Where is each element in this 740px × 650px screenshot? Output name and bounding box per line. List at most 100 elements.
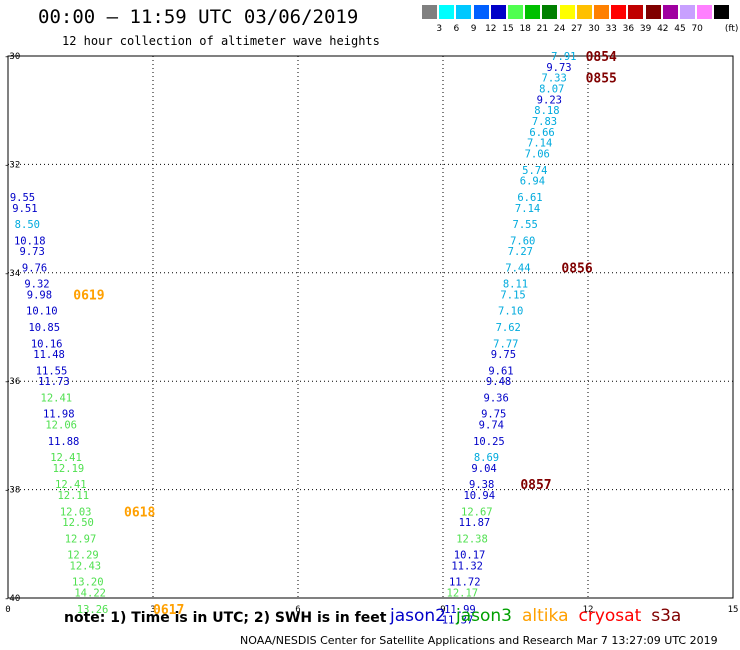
legend-label: 30: [588, 24, 600, 34]
data-label: 12.43: [70, 560, 102, 572]
data-label: 9.73: [20, 246, 45, 258]
data-label: 12.38: [456, 533, 488, 545]
legend-swatch: [576, 5, 592, 19]
data-label: 11.73: [38, 376, 70, 388]
data-label: 10.85: [28, 322, 60, 334]
data-label: 7.83: [532, 116, 557, 128]
legend-label: 21: [536, 24, 549, 34]
y-tick-label: -30: [4, 52, 20, 62]
legend-swatch: [697, 5, 713, 19]
legend-label: 9: [470, 24, 477, 34]
satellite-s3a: s3a: [651, 606, 682, 626]
data-label: 7.33: [542, 73, 567, 85]
data-label: 8.07: [539, 84, 564, 96]
x-tick-label: 0: [5, 605, 10, 615]
legend-swatch: [542, 5, 558, 19]
data-label: 9.61: [488, 365, 513, 377]
credit-line: NOAA/NESDIS Center for Satellite Applica…: [240, 634, 718, 647]
data-label: 10.25: [473, 436, 505, 448]
data-label: 12.19: [53, 463, 85, 475]
data-label: 8.11: [503, 279, 528, 291]
data-label: 10.17: [454, 550, 486, 562]
data-label: 7.06: [525, 149, 550, 161]
data-label: 9.23: [537, 94, 562, 106]
data-label: 8.69: [474, 452, 499, 464]
x-tick-label: 12: [583, 605, 594, 615]
data-label: 9.98: [27, 289, 52, 301]
legend-swatch: [594, 5, 609, 19]
data-label: 12.06: [45, 420, 77, 432]
legend-label: 39: [639, 24, 652, 34]
data-label: 11.98: [43, 409, 75, 421]
data-label: 11.99: [444, 604, 476, 616]
data-label: 11.32: [451, 560, 483, 572]
legend-label: 27: [571, 24, 583, 34]
data-label: 12.41: [50, 452, 82, 464]
data-label: 12.97: [65, 533, 97, 545]
data-label: 13.20: [72, 577, 104, 589]
data-label: 9.51: [12, 203, 37, 215]
data-label: 11.87: [459, 517, 491, 529]
data-label: 9.76: [22, 262, 47, 274]
y-tick-label: -32: [4, 160, 20, 170]
y-tick-label: -36: [4, 377, 20, 387]
data-label: 7.55: [513, 219, 538, 231]
satellite-altika: altika: [522, 606, 569, 626]
data-label: 10.18: [14, 235, 46, 247]
data-label: 6.66: [529, 127, 554, 139]
legend-swatch: [645, 5, 661, 19]
data-label: 9.38: [469, 479, 494, 491]
x-tick-label: 6: [295, 605, 300, 615]
legend-label: 42: [657, 24, 669, 34]
data-label: 7.27: [508, 246, 533, 258]
legend-swatch: [611, 5, 627, 19]
time-annotation: 0854: [586, 50, 617, 65]
data-label: 6.61: [517, 192, 542, 204]
data-label: 12.29: [67, 550, 99, 562]
data-label: 12.17: [447, 588, 479, 600]
satellite-jason3: jason3: [456, 606, 512, 626]
data-label: 11.37: [442, 615, 474, 627]
data-label: 7.60: [510, 235, 535, 247]
data-label: 9.48: [486, 376, 511, 388]
legend-label: 24: [553, 24, 566, 34]
data-label: 7.10: [498, 306, 523, 318]
chart-subtitle: 12 hour collection of altimeter wave hei…: [62, 34, 380, 48]
data-label: 12.50: [62, 517, 94, 529]
legend-swatch: [473, 5, 489, 19]
legend-label: 6: [453, 24, 460, 34]
data-label: 5.74: [522, 165, 547, 177]
legend-swatch: [508, 5, 523, 19]
y-tick-label: -40: [4, 594, 20, 604]
legend-swatch: [456, 5, 472, 19]
data-label: 12.11: [57, 490, 89, 502]
legend-swatch: [490, 5, 506, 19]
data-label: 7.91: [551, 51, 576, 63]
satellite-cryosat: cryosat: [578, 606, 642, 626]
data-label: 8.18: [534, 105, 559, 117]
legend-swatch: [559, 5, 575, 19]
legend-label: 12: [485, 24, 497, 34]
satellite-jason2: jason2: [390, 606, 446, 626]
chart-title: 00:00 – 11:59 UTC 03/06/2019: [38, 6, 359, 28]
data-label: 9.32: [24, 279, 49, 291]
footer-note: note: 1) Time is in UTC; 2) SWH is in fe…: [64, 610, 387, 626]
data-label: 12.41: [41, 392, 73, 404]
legend-unit-label: (ft): [724, 24, 739, 34]
data-label: 11.88: [48, 436, 80, 448]
time-annotation: 0857: [520, 478, 551, 493]
y-tick-label: -34: [4, 269, 20, 279]
time-annotation: 0619: [73, 288, 104, 303]
data-label: 11.48: [33, 349, 65, 361]
data-label: 11.72: [449, 577, 481, 589]
legend-swatch: [714, 5, 730, 19]
x-tick-label: 9: [440, 605, 445, 615]
x-tick-label: 3: [150, 605, 155, 615]
legend-swatch: [662, 5, 678, 19]
legend-swatch: [422, 5, 437, 19]
data-label: 9.55: [10, 192, 35, 204]
legend-label: 45: [674, 24, 686, 34]
data-label: 12.03: [60, 506, 92, 518]
data-label: 7.77: [493, 338, 518, 350]
